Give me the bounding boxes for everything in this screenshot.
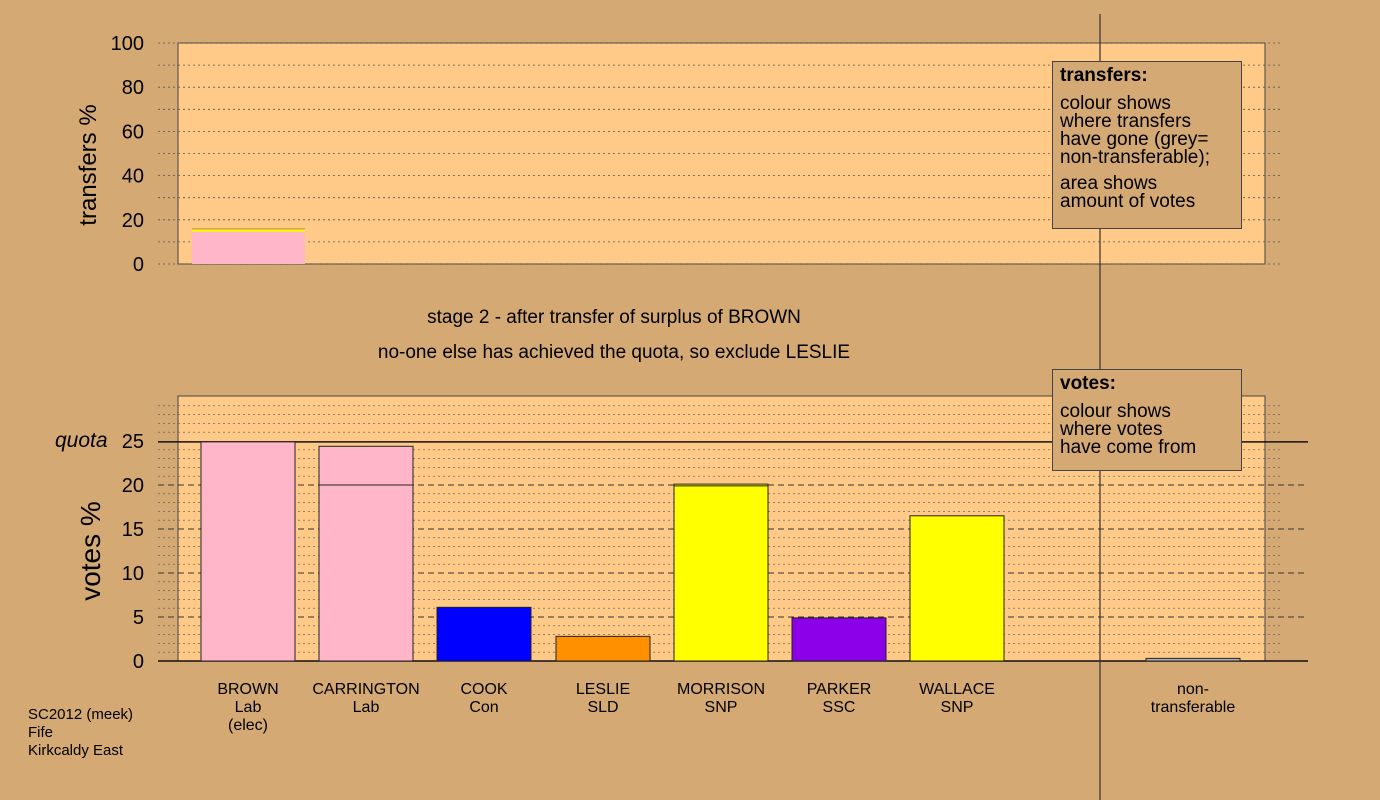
candidate-party-label: Lab <box>353 699 380 716</box>
candidate-name-label: BROWN <box>217 681 278 698</box>
transfers-tick-label: 100 <box>111 33 144 55</box>
vote-bar <box>200 441 296 662</box>
stage-title: stage 2 - after transfer of surplus of B… <box>427 307 801 328</box>
transfers-legend-line: colour shows <box>1060 93 1171 114</box>
transfer-bar-segment <box>192 231 305 264</box>
candidate-party-label: SLD <box>587 699 618 716</box>
candidate-name-label: WALLACE <box>919 681 995 698</box>
votes-tick-label: 20 <box>122 475 144 497</box>
candidate-name-label: non- <box>1177 681 1209 698</box>
transfers-axis-title: transfers % <box>75 104 102 225</box>
transfers-legend-line: where transfers <box>1060 111 1191 132</box>
transfers-legend-line: amount of votes <box>1060 191 1196 212</box>
transfer-bar-segment <box>192 228 305 230</box>
transfers-legend: transfers: colour shows where transfers … <box>1052 61 1242 229</box>
votes-legend-line: have come from <box>1060 437 1197 458</box>
votes-legend-line: where votes <box>1060 419 1163 440</box>
candidate-status-label: (elec) <box>228 717 268 734</box>
candidate-party-label: Con <box>469 699 498 716</box>
transfers-tick-label: 40 <box>122 166 144 188</box>
vote-bar <box>555 635 651 662</box>
candidate-name-label: LESLIE <box>576 681 630 698</box>
footer-council: Fife <box>28 724 54 741</box>
candidate-name-label: CARRINGTON <box>312 681 419 698</box>
candidate-party-label: SNP <box>941 699 974 716</box>
votes-tick-label: 10 <box>122 563 144 585</box>
candidate-name-label: PARKER <box>807 681 872 698</box>
vote-bar <box>318 445 414 662</box>
votes-legend: votes: colour shows where votes have com… <box>1052 369 1242 471</box>
candidate-party-label: SSC <box>823 699 856 716</box>
quota-label: quota <box>55 429 108 452</box>
transfers-legend-line: non-transferable); <box>1060 147 1210 168</box>
vote-bar <box>1145 657 1241 662</box>
candidate-name-label: MORRISON <box>677 681 765 698</box>
vote-bar <box>909 515 1005 662</box>
votes-tick-label: 25 <box>122 431 144 453</box>
votes-tick-label: 15 <box>122 519 144 541</box>
vote-bar <box>673 483 769 662</box>
candidate-party-label: SNP <box>705 699 738 716</box>
transfer-bar-segment <box>192 228 305 229</box>
transfer-bar-segment <box>192 229 305 232</box>
transfers-legend-line: have gone (grey= <box>1060 129 1209 150</box>
transfers-tick-label: 80 <box>122 77 144 99</box>
vote-bar <box>791 617 887 662</box>
footer-ward: Kirkcaldy East <box>28 742 124 759</box>
transfers-tick-label: 60 <box>122 121 144 143</box>
transfers-legend-title: transfers: <box>1060 65 1148 86</box>
votes-legend-title: votes: <box>1060 373 1116 394</box>
votes-axis-title: votes % <box>75 501 106 601</box>
votes-tick-label: 0 <box>133 651 144 673</box>
votes-legend-line: colour shows <box>1060 401 1171 422</box>
footer-election: SC2012 (meek) <box>28 706 134 723</box>
transfers-tick-label: 20 <box>122 210 144 232</box>
votes-tick-label: 5 <box>133 607 144 629</box>
candidate-party-label: Lab <box>235 699 262 716</box>
candidate-party-label: transferable <box>1151 699 1236 716</box>
vote-bar <box>436 606 532 662</box>
footer-info: SC2012 (meek) Fife Kirkcaldy East <box>28 706 133 760</box>
transfers-tick-label: 0 <box>133 254 144 276</box>
stage-subtitle: no-one else has achieved the quota, so e… <box>378 342 850 363</box>
transfers-legend-line: area shows <box>1060 173 1158 194</box>
candidate-name-label: COOK <box>460 681 507 698</box>
